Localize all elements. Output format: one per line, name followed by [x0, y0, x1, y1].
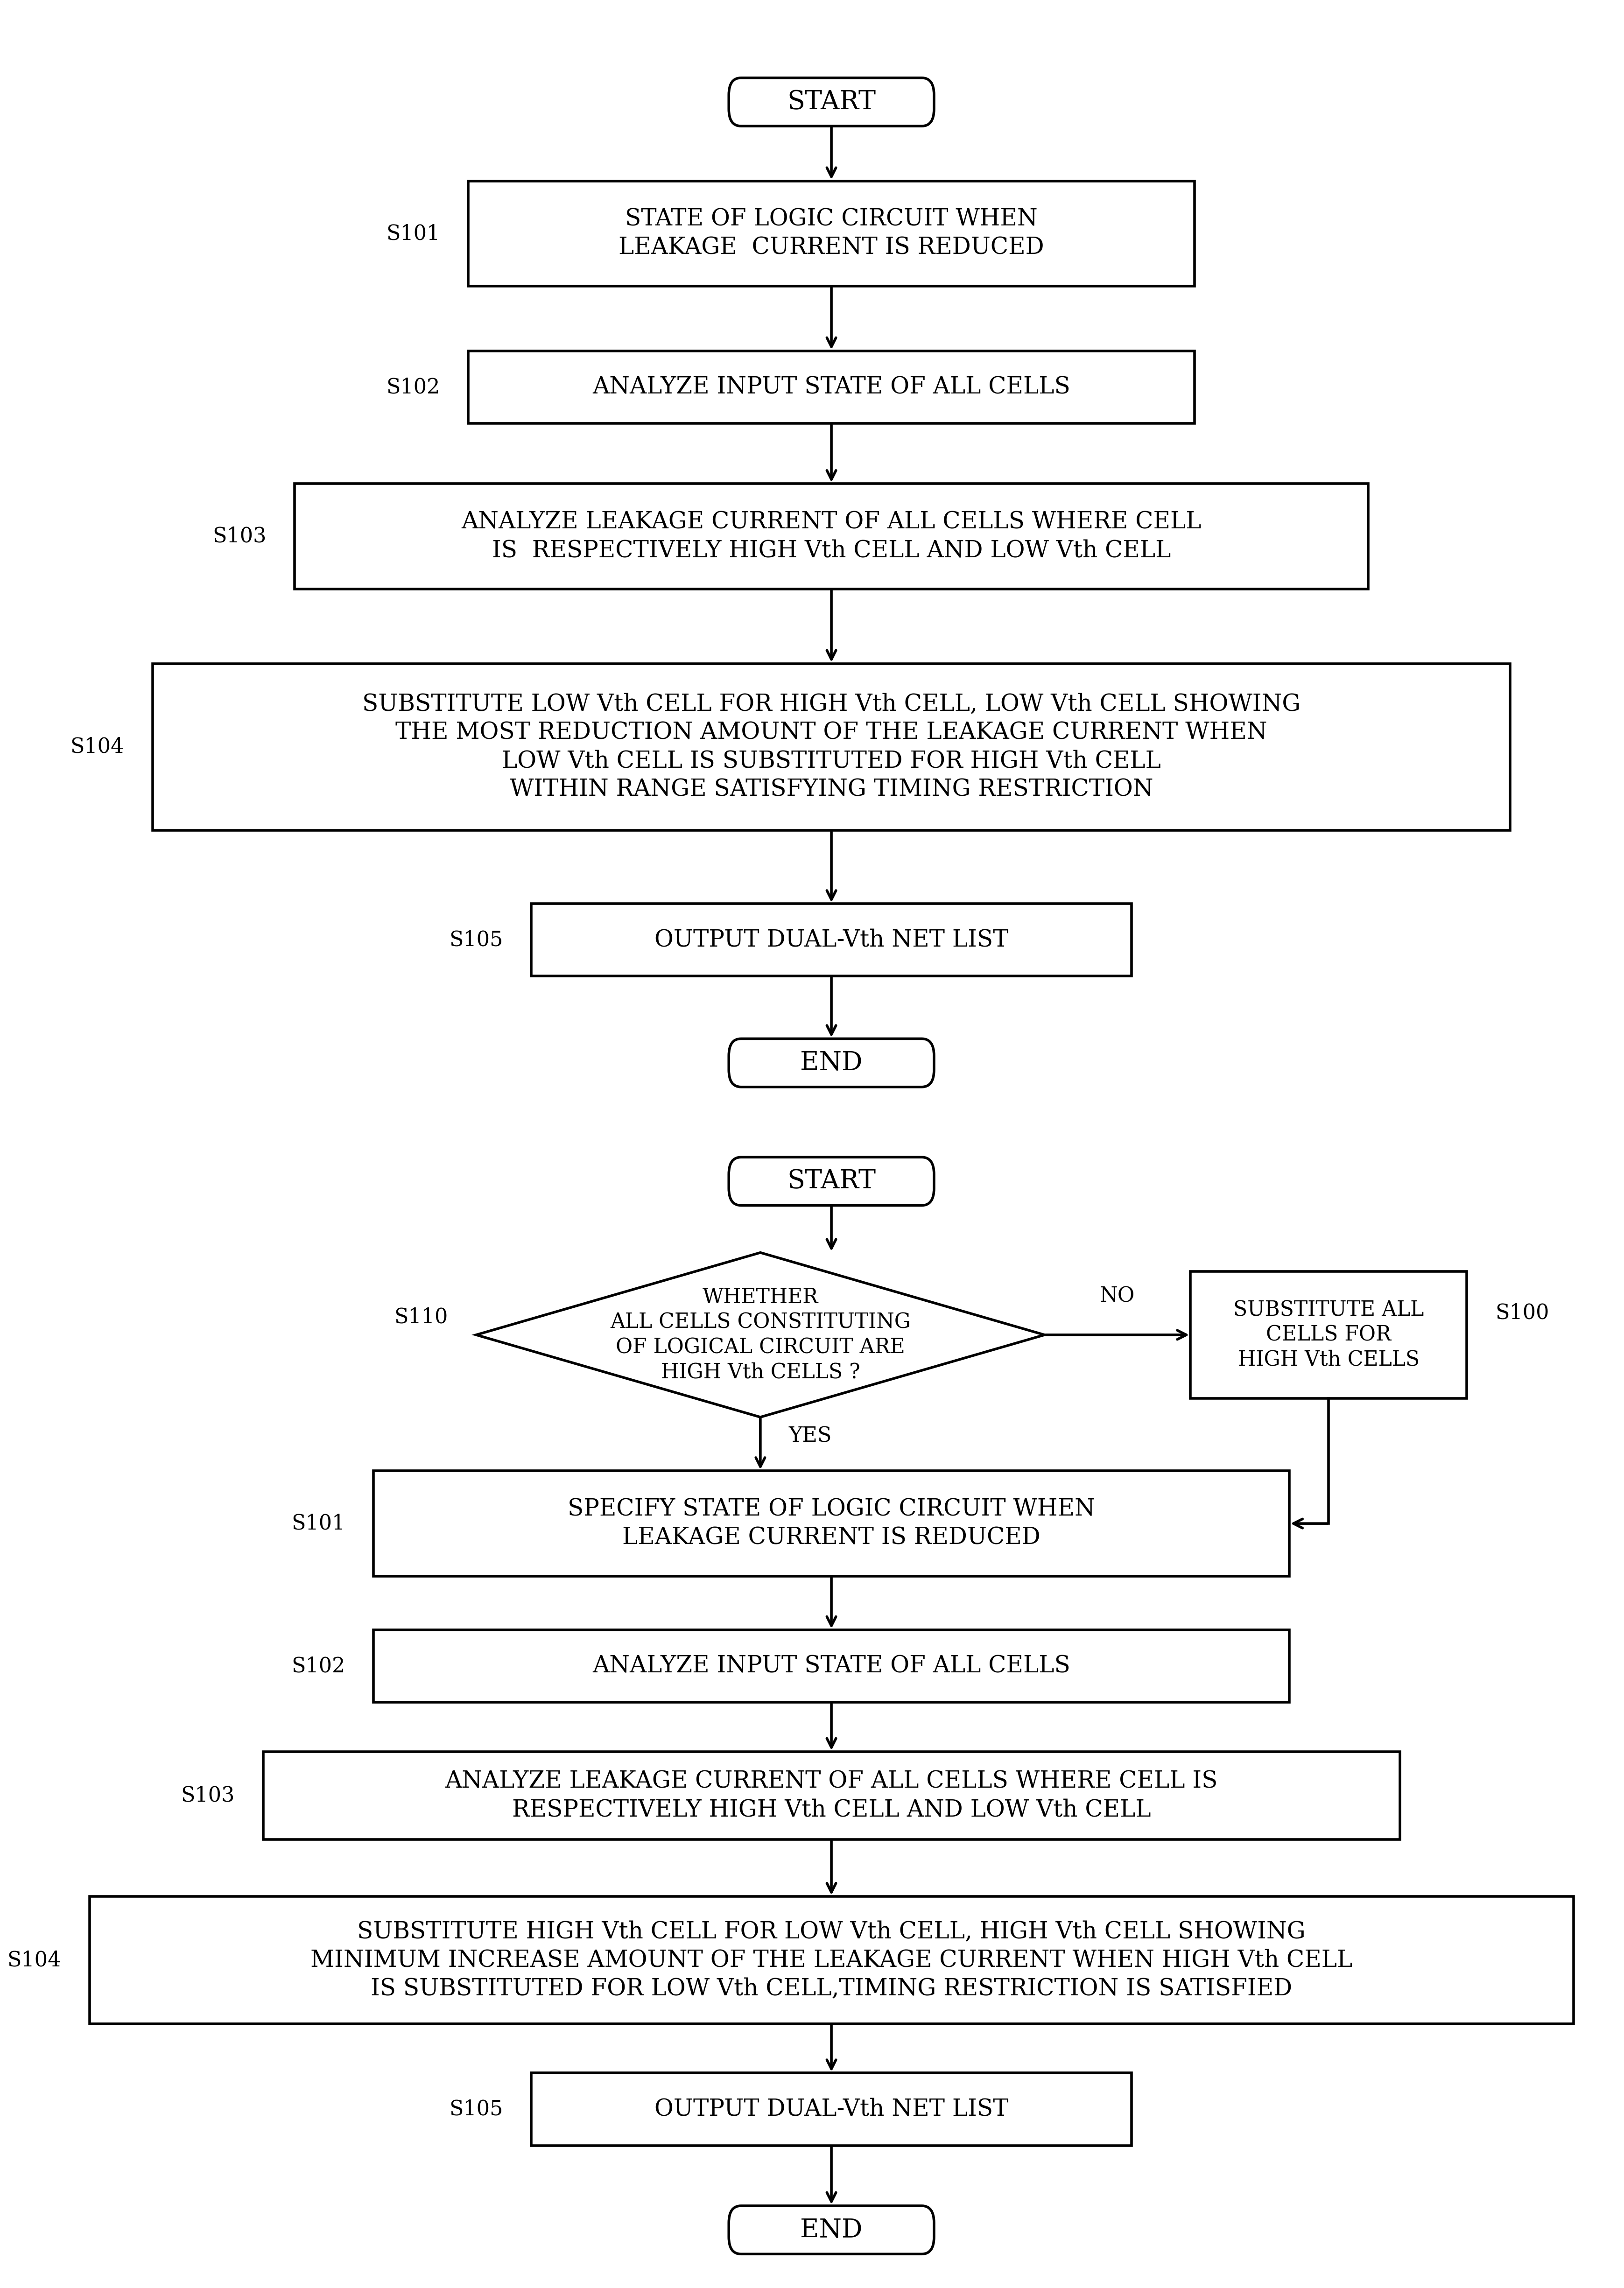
FancyBboxPatch shape — [294, 483, 1367, 588]
Text: END: END — [801, 1050, 862, 1075]
Text: SUBSTITUTE HIGH Vth CELL FOR LOW Vth CELL, HIGH Vth CELL SHOWING
MINIMUM INCREAS: SUBSTITUTE HIGH Vth CELL FOR LOW Vth CEL… — [310, 1920, 1353, 2000]
FancyBboxPatch shape — [729, 1039, 934, 1087]
FancyBboxPatch shape — [468, 181, 1195, 286]
Text: WHETHER
ALL CELLS CONSTITUTING
OF LOGICAL CIRCUIT ARE
HIGH Vth CELLS ?: WHETHER ALL CELLS CONSTITUTING OF LOGICA… — [611, 1288, 911, 1382]
Text: S104: S104 — [6, 1949, 62, 1970]
Polygon shape — [476, 1252, 1044, 1416]
Text: S102: S102 — [291, 1657, 346, 1677]
Text: ANALYZE INPUT STATE OF ALL CELLS: ANALYZE INPUT STATE OF ALL CELLS — [593, 1654, 1070, 1677]
Text: ANALYZE LEAKAGE CURRENT OF ALL CELLS WHERE CELL
IS  RESPECTIVELY HIGH Vth CELL A: ANALYZE LEAKAGE CURRENT OF ALL CELLS WHE… — [461, 510, 1202, 563]
Text: S110: S110 — [395, 1306, 448, 1327]
Text: S103: S103 — [213, 526, 266, 547]
Text: S103: S103 — [180, 1785, 234, 1805]
FancyBboxPatch shape — [729, 1158, 934, 1206]
Text: OUTPUT DUAL-Vth NET LIST: OUTPUT DUAL-Vth NET LIST — [654, 929, 1009, 952]
Text: STATE OF LOGIC CIRCUIT WHEN
LEAKAGE  CURRENT IS REDUCED: STATE OF LOGIC CIRCUIT WHEN LEAKAGE CURR… — [619, 208, 1044, 259]
FancyBboxPatch shape — [1190, 1272, 1466, 1398]
Text: OUTPUT DUAL-Vth NET LIST: OUTPUT DUAL-Vth NET LIST — [654, 2098, 1009, 2121]
FancyBboxPatch shape — [263, 1753, 1400, 1840]
Text: NO: NO — [1099, 1286, 1135, 1306]
Text: S105: S105 — [450, 929, 503, 950]
Text: S102: S102 — [387, 378, 440, 398]
Text: ANALYZE INPUT STATE OF ALL CELLS: ANALYZE INPUT STATE OF ALL CELLS — [593, 375, 1070, 398]
Text: YES: YES — [789, 1425, 831, 1446]
Text: S100: S100 — [1496, 1302, 1549, 1322]
FancyBboxPatch shape — [153, 664, 1510, 831]
Text: END: END — [801, 2217, 862, 2242]
FancyBboxPatch shape — [531, 2073, 1132, 2146]
FancyBboxPatch shape — [374, 1629, 1289, 1702]
Text: START: START — [788, 1169, 875, 1194]
Text: START: START — [788, 89, 875, 114]
FancyBboxPatch shape — [468, 350, 1195, 423]
Text: SPECIFY STATE OF LOGIC CIRCUIT WHEN
LEAKAGE CURRENT IS REDUCED: SPECIFY STATE OF LOGIC CIRCUIT WHEN LEAK… — [568, 1499, 1095, 1549]
Text: S101: S101 — [291, 1512, 346, 1533]
Text: ANALYZE LEAKAGE CURRENT OF ALL CELLS WHERE CELL IS
RESPECTIVELY HIGH Vth CELL AN: ANALYZE LEAKAGE CURRENT OF ALL CELLS WHE… — [445, 1771, 1218, 1821]
FancyBboxPatch shape — [531, 904, 1132, 977]
Text: S105: S105 — [450, 2098, 503, 2119]
FancyBboxPatch shape — [374, 1471, 1289, 1576]
Text: S104: S104 — [70, 737, 123, 757]
Text: SUBSTITUTE LOW Vth CELL FOR HIGH Vth CELL, LOW Vth CELL SHOWING
THE MOST REDUCTI: SUBSTITUTE LOW Vth CELL FOR HIGH Vth CEL… — [362, 693, 1301, 801]
Text: S101: S101 — [387, 224, 440, 243]
FancyBboxPatch shape — [729, 78, 934, 126]
FancyBboxPatch shape — [89, 1897, 1574, 2023]
FancyBboxPatch shape — [729, 2206, 934, 2254]
Text: SUBSTITUTE ALL
CELLS FOR
HIGH Vth CELLS: SUBSTITUTE ALL CELLS FOR HIGH Vth CELLS — [1233, 1300, 1424, 1371]
